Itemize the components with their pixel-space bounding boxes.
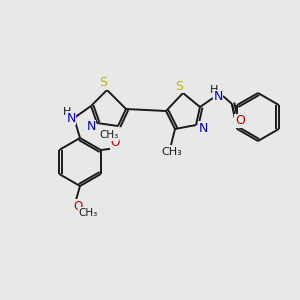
Text: CH₃: CH₃ xyxy=(78,208,98,218)
Text: O: O xyxy=(235,115,245,128)
Text: CH₃: CH₃ xyxy=(162,147,182,157)
Text: O: O xyxy=(110,136,119,149)
Text: CH₃: CH₃ xyxy=(99,130,119,140)
Text: N: N xyxy=(86,121,96,134)
Text: N: N xyxy=(198,122,208,134)
Text: S: S xyxy=(99,76,107,89)
Text: N: N xyxy=(213,91,223,103)
Text: H: H xyxy=(63,107,71,117)
Text: H: H xyxy=(210,85,218,95)
Text: S: S xyxy=(175,80,183,92)
Text: N: N xyxy=(66,112,76,124)
Text: O: O xyxy=(74,200,82,212)
